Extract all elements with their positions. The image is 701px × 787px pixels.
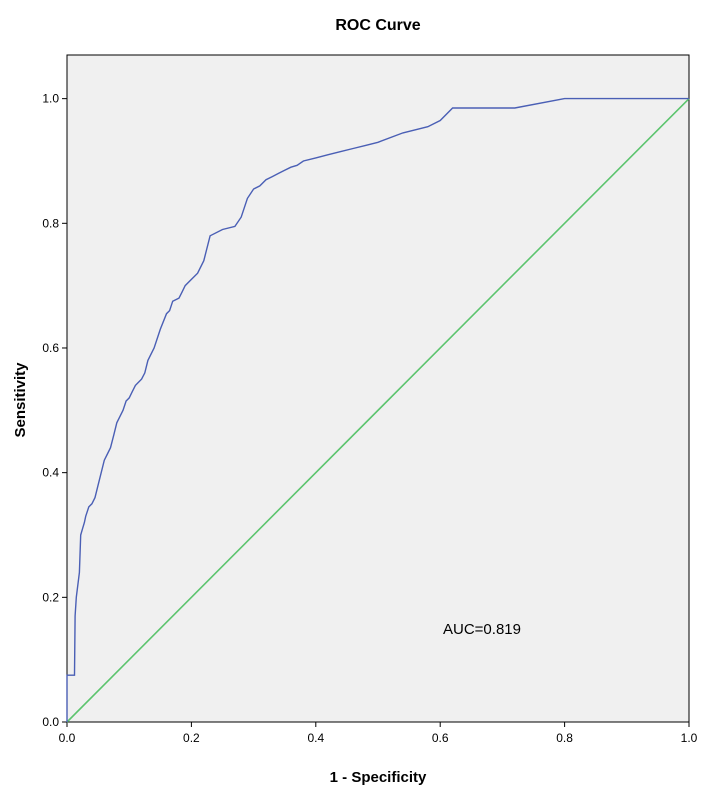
axis-ticks: 0.0 0.2 0.4 0.6 0.8 1.0 0.0 0.2 0.4 0.6 0.8 1.0 — [42, 92, 697, 745]
y-tick-label: 0.2 — [42, 590, 59, 604]
y-tick-label: 0.6 — [42, 341, 59, 355]
y-tick-label: 1.0 — [42, 92, 59, 106]
x-tick-label: 0.4 — [307, 731, 324, 745]
x-tick-label: 0.0 — [59, 731, 76, 745]
y-axis-title: Sensitivity — [12, 362, 29, 438]
x-tick-label: 0.8 — [556, 731, 573, 745]
x-tick-label: 0.2 — [183, 731, 200, 745]
auc-annotation: AUC=0.819 — [443, 621, 521, 638]
plot-area — [66, 54, 690, 723]
chart-title: ROC Curve — [335, 17, 420, 34]
y-tick-label: 0.0 — [42, 715, 59, 729]
y-tick-label: 0.8 — [42, 216, 59, 230]
x-axis-title: 1 - Specificity — [330, 769, 427, 786]
x-tick-label: 0.6 — [432, 731, 449, 745]
x-tick-label: 1.0 — [681, 731, 698, 745]
roc-line — [66, 97, 689, 722]
reference-line — [66, 98, 690, 723]
y-tick-label: 0.4 — [42, 466, 59, 480]
